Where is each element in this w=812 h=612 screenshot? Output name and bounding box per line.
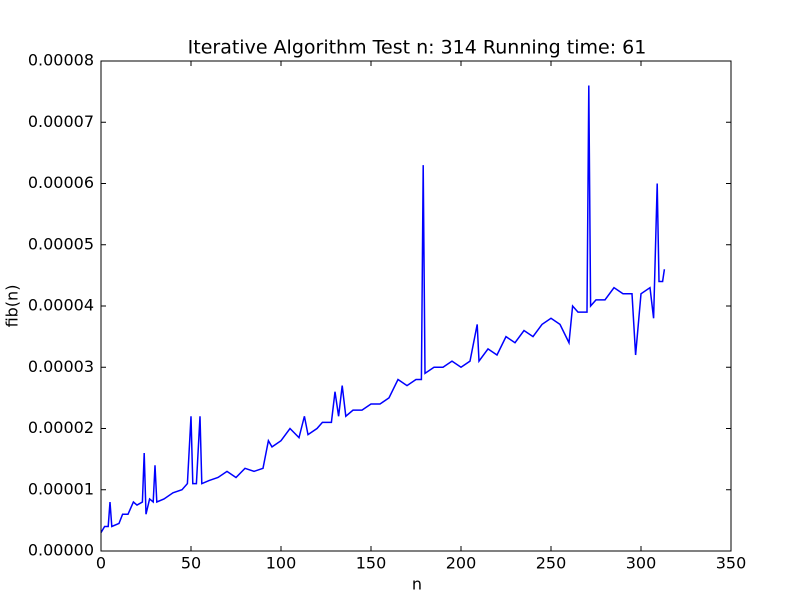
- x-tick-label: 50: [181, 554, 201, 573]
- x-tick-label: 100: [266, 554, 297, 573]
- y-tick-label: 0.00007: [28, 112, 94, 131]
- x-tick-label: 350: [716, 554, 747, 573]
- y-tick-label: 0.00008: [28, 51, 94, 70]
- y-tick-label: 0.00003: [28, 357, 94, 376]
- y-tick-label: 0.00004: [28, 296, 94, 315]
- x-tick-label: 0: [96, 554, 106, 573]
- y-tick-label: 0.00001: [28, 479, 94, 498]
- y-tick-label: 0.00006: [28, 173, 94, 192]
- y-tick-label: 0.00000: [28, 541, 94, 560]
- plot-frame: [100, 60, 732, 552]
- x-tick-label: 300: [626, 554, 657, 573]
- y-axis-label: fib(n): [3, 285, 22, 328]
- data-line: [100, 85, 666, 534]
- x-tick-label: 200: [446, 554, 477, 573]
- x-tick-label: 150: [356, 554, 387, 573]
- x-axis-label: n: [412, 575, 422, 594]
- x-tick-label: 250: [536, 554, 567, 573]
- y-tick-label: 0.00002: [28, 418, 94, 437]
- chart-title: Iterative Algorithm Test n: 314 Running …: [188, 37, 647, 59]
- y-tick-label: 0.00005: [28, 234, 94, 253]
